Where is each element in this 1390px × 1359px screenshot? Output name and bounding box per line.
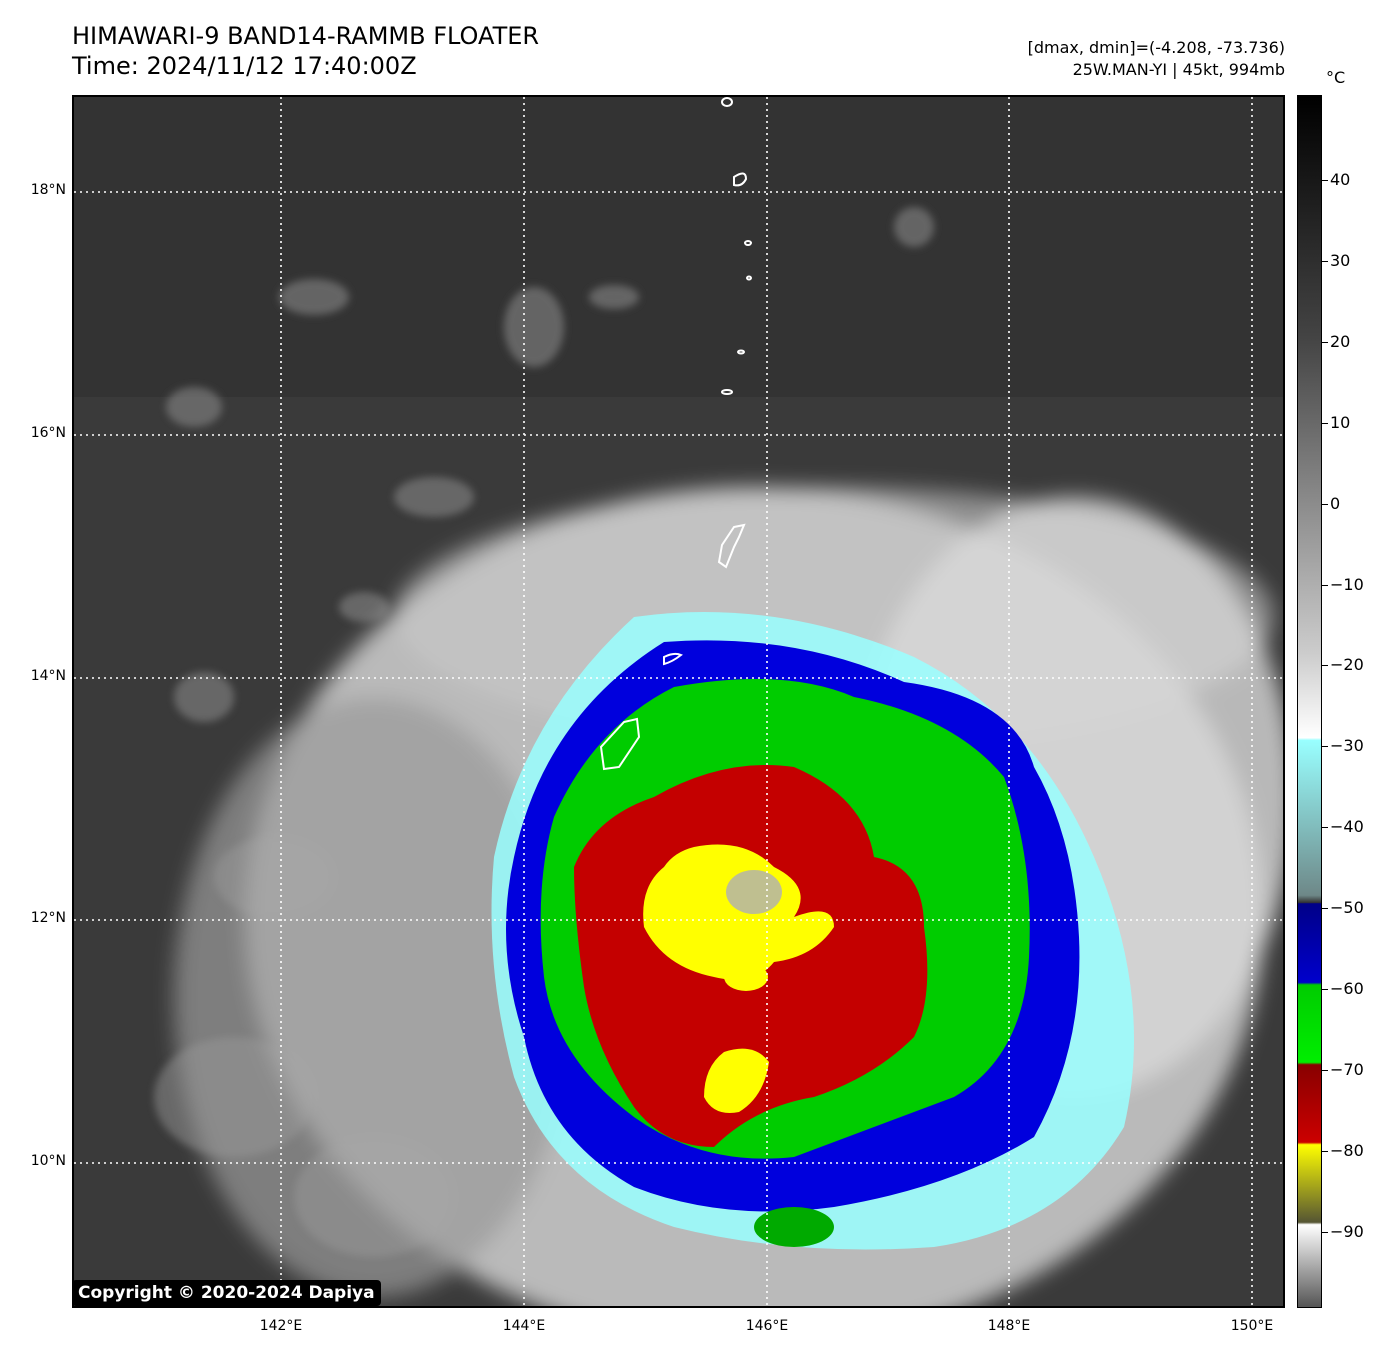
- colorbar-tick-mark: [1322, 503, 1328, 505]
- colorbar-tick-label: −40: [1330, 817, 1364, 837]
- colorbar-tick-label: −60: [1330, 979, 1364, 998]
- colorbar-tick-mark: [1322, 180, 1328, 181]
- colorbar-tick-label: −30: [1330, 736, 1364, 756]
- gray-core: [726, 870, 782, 914]
- satellite-map: [72, 95, 1285, 1308]
- colorbar-tick-label: 10: [1330, 412, 1351, 432]
- lon-label-142e: 142°E: [259, 1318, 303, 1334]
- copyright-badge: Copyright © 2020-2024 Dapiya: [72, 1280, 381, 1306]
- colorbar-tick-label: 0: [1330, 493, 1341, 513]
- colorbar-unit: °C: [1326, 68, 1346, 87]
- colorbar-tick-mark: [1322, 827, 1328, 829]
- lon-label-148e: 148°E: [987, 1318, 1031, 1334]
- colorbar-tick-label: −90: [1330, 1221, 1364, 1241]
- storm-info: 25W.MAN-YI | 45kt, 994mb: [1072, 60, 1285, 79]
- colorbar-tick-label: 40: [1330, 170, 1351, 189]
- temperature-colorbar: [1297, 95, 1322, 1308]
- island-outlines: [599, 97, 752, 771]
- colorbar-tick-mark: [1322, 665, 1328, 667]
- colorbar-tick-mark: [1322, 260, 1328, 262]
- colorbar-tick-mark: [1322, 1150, 1328, 1152]
- colorbar-tick-mark: [1322, 908, 1328, 910]
- colorbar-tick-mark: [1322, 1231, 1328, 1233]
- lon-label-146e: 146°E: [745, 1318, 789, 1334]
- yellow-core: [643, 844, 834, 980]
- colorbar-tick-label: −10: [1330, 574, 1364, 594]
- lat-label-18n: 18°N: [30, 182, 66, 198]
- colorbar-tick-mark: [1322, 341, 1328, 343]
- yellow-patch: [724, 963, 768, 991]
- green-patch-south: [754, 1207, 834, 1247]
- colorbar-tick-label: −80: [1330, 1140, 1364, 1160]
- colorbar-tick-mark: [1322, 746, 1328, 748]
- colorbar-tick-mark: [1322, 584, 1328, 586]
- yellow-patch-south: [704, 1048, 769, 1113]
- colorbar-tick-mark: [1322, 989, 1328, 990]
- colorbar-tick-label: −20: [1330, 655, 1364, 675]
- colorbar-tick-label: 20: [1330, 331, 1351, 351]
- lon-label-150e: 150°E: [1230, 1318, 1274, 1334]
- data-range: [dmax, dmin]=(-4.208, -73.736): [1027, 38, 1285, 57]
- colorbar-tick-label: −70: [1330, 1059, 1364, 1079]
- colorbar-tick-label: −50: [1330, 898, 1364, 918]
- timestamp: Time: 2024/11/12 17:40:00Z: [72, 52, 417, 80]
- map-title: HIMAWARI-9 BAND14-RAMMB FLOATER: [72, 22, 540, 50]
- lat-label-14n: 14°N: [30, 668, 66, 684]
- colorbar-tick-label: 30: [1330, 250, 1351, 270]
- lon-label-144e: 144°E: [502, 1318, 546, 1334]
- colorbar-tick-mark: [1322, 422, 1328, 424]
- lat-label-12n: 12°N: [30, 910, 66, 926]
- lat-label-10n: 10°N: [30, 1153, 66, 1169]
- lat-label-16n: 16°N: [30, 425, 66, 441]
- satellite-image: [74, 97, 1283, 1306]
- colorbar-tick-mark: [1322, 1069, 1328, 1071]
